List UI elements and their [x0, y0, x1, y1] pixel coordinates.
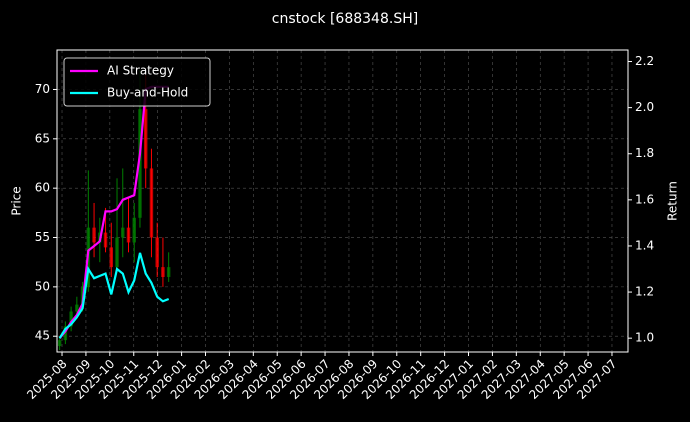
y2-tick-label: 1.6	[635, 192, 654, 206]
chart-title: cnstock [688348.SH]	[272, 11, 418, 27]
legend-label: AI Strategy	[107, 64, 174, 78]
candle-body	[138, 109, 142, 218]
y-tick-label: 55	[35, 230, 50, 244]
candle-body	[63, 326, 68, 341]
candle-body	[121, 227, 125, 238]
y2-tick-label: 1.8	[635, 146, 654, 160]
candle-body	[143, 109, 148, 169]
candle-body	[109, 247, 114, 268]
y2-tick-label: 1.4	[635, 238, 654, 252]
y-tick-label: 60	[35, 181, 50, 195]
y-tick-label: 45	[35, 329, 50, 343]
candle-body	[115, 237, 119, 268]
legend-box	[63, 57, 211, 107]
y2-tick-label: 2.0	[635, 100, 654, 114]
y2-tick-label: 2.2	[635, 54, 654, 68]
candle-body	[57, 340, 62, 347]
candle-body	[103, 232, 108, 248]
candle-body	[149, 168, 154, 238]
candle-body	[69, 311, 73, 327]
candle-body	[166, 267, 171, 277]
candle-body	[132, 217, 136, 243]
plot-frame	[56, 49, 629, 353]
candle-body	[75, 304, 79, 312]
candle-body	[126, 227, 131, 243]
series-line	[58, 252, 170, 339]
y2-axis-label: Return	[666, 181, 680, 221]
candle-body	[155, 237, 159, 268]
y-axis-label: Price	[10, 186, 24, 215]
candle-body	[161, 267, 165, 277]
candle-body	[92, 227, 96, 243]
y2-tick-label: 1.0	[635, 331, 654, 345]
legend-label: Buy-and-Hold	[107, 86, 188, 100]
y-tick-label: 65	[35, 131, 50, 145]
y-tick-label: 50	[35, 279, 50, 293]
y-tick-label: 70	[35, 82, 50, 96]
y2-tick-label: 1.2	[635, 285, 654, 299]
